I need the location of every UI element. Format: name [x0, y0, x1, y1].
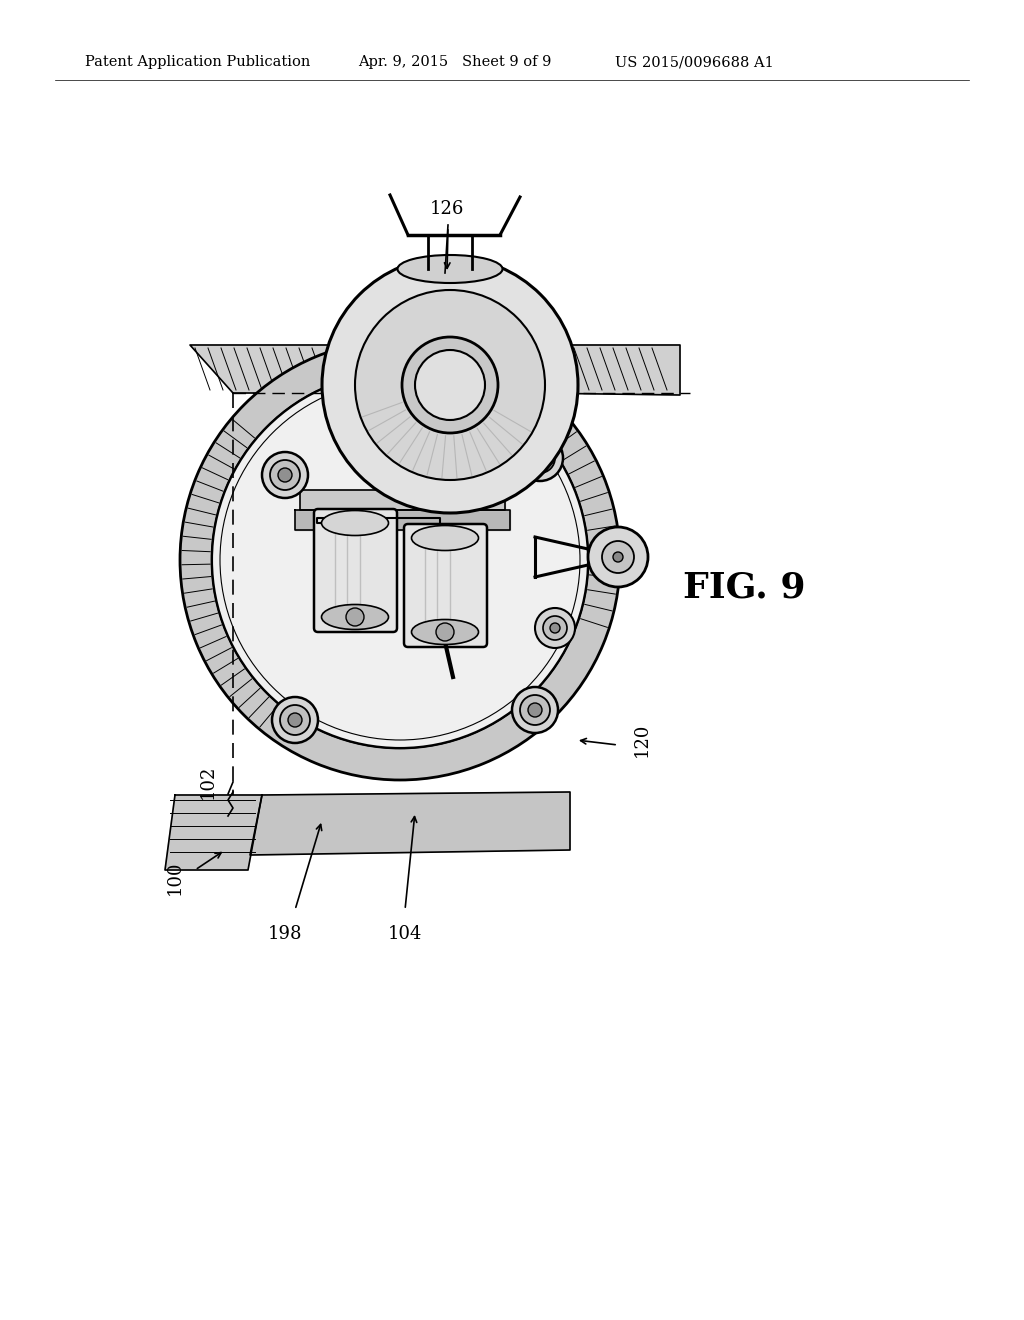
Circle shape	[588, 527, 648, 587]
Text: Patent Application Publication: Patent Application Publication	[85, 55, 310, 69]
Circle shape	[280, 705, 310, 735]
Text: 102: 102	[199, 764, 217, 799]
Text: 100: 100	[166, 861, 184, 895]
Polygon shape	[165, 795, 262, 870]
Polygon shape	[300, 490, 505, 510]
Circle shape	[602, 541, 634, 573]
Circle shape	[520, 696, 550, 725]
Polygon shape	[530, 345, 680, 395]
Text: 126: 126	[430, 201, 464, 218]
Wedge shape	[180, 341, 620, 780]
Circle shape	[550, 623, 560, 634]
Circle shape	[613, 552, 623, 562]
Circle shape	[270, 459, 300, 490]
Circle shape	[543, 616, 567, 640]
Circle shape	[517, 436, 563, 480]
Text: Apr. 9, 2015   Sheet 9 of 9: Apr. 9, 2015 Sheet 9 of 9	[358, 55, 551, 69]
FancyBboxPatch shape	[404, 524, 487, 647]
Circle shape	[528, 704, 542, 717]
Text: 198: 198	[267, 925, 302, 942]
Polygon shape	[190, 345, 380, 393]
Ellipse shape	[412, 619, 478, 644]
Circle shape	[322, 257, 578, 513]
Circle shape	[212, 372, 588, 748]
Circle shape	[512, 686, 558, 733]
Circle shape	[436, 623, 454, 642]
Text: US 2015/0096688 A1: US 2015/0096688 A1	[615, 55, 774, 69]
Circle shape	[402, 337, 498, 433]
FancyBboxPatch shape	[314, 510, 397, 632]
Ellipse shape	[322, 511, 388, 536]
Circle shape	[346, 609, 364, 626]
Circle shape	[262, 451, 308, 498]
Circle shape	[525, 444, 555, 473]
Text: 104: 104	[388, 925, 422, 942]
Ellipse shape	[322, 605, 388, 630]
Circle shape	[415, 350, 485, 420]
Circle shape	[534, 451, 547, 465]
Polygon shape	[295, 510, 510, 531]
Circle shape	[288, 713, 302, 727]
Polygon shape	[250, 792, 570, 855]
Circle shape	[272, 697, 318, 743]
Circle shape	[535, 609, 575, 648]
Ellipse shape	[412, 525, 478, 550]
Circle shape	[278, 469, 292, 482]
Text: 120: 120	[633, 723, 651, 758]
Text: FIG. 9: FIG. 9	[683, 570, 806, 605]
Ellipse shape	[397, 255, 503, 282]
Circle shape	[355, 290, 545, 480]
